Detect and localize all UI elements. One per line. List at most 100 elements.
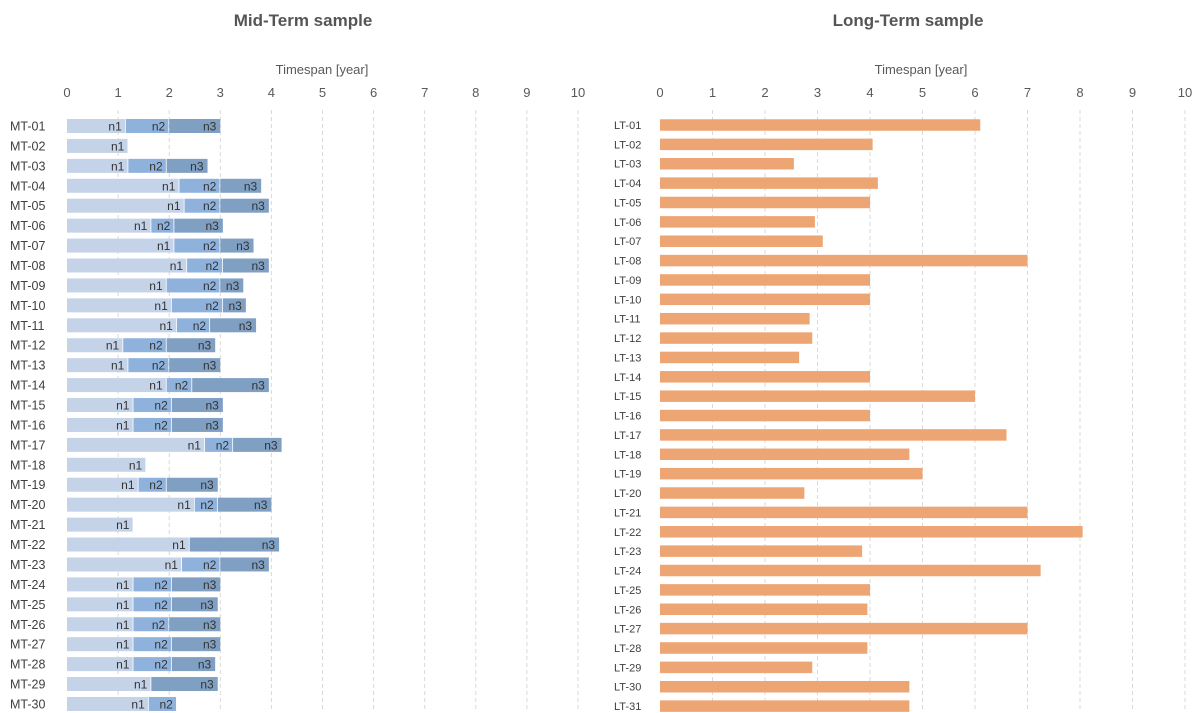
mt-segment-label-n1: n1 [121, 478, 135, 492]
mt-bar-n1 [67, 358, 128, 373]
mt-segment-label-n1: n1 [108, 120, 122, 134]
mt-segment-label-n2: n2 [149, 339, 163, 353]
mid-term-chart: Mid-Term sample Timespan [year] 0 1 2 3 4 5 6 7… [10, 11, 585, 712]
mt-bar-n3 [169, 617, 221, 632]
mt-segment-label-n2: n2 [205, 259, 219, 273]
mt-x-tick-label: 8 [472, 85, 479, 100]
mt-category-label: MT-14 [10, 379, 45, 393]
mt-bar-n3 [171, 597, 218, 612]
mt-bar-n1 [67, 597, 133, 612]
mt-segment-label-n3: n3 [200, 598, 214, 612]
mt-bar-n2 [184, 198, 220, 213]
mt-x-tick-label: 7 [421, 85, 428, 100]
mt-bar-n2 [133, 597, 171, 612]
mt-bar-n3 [169, 358, 221, 373]
mt-bar-n1 [67, 577, 133, 592]
mt-category-label: MT-26 [10, 618, 45, 632]
lt-category-label: LT-13 [614, 352, 641, 364]
mt-category-label: MT-06 [10, 219, 45, 233]
mt-segment-label-n1: n1 [134, 678, 148, 692]
lt-category-label: LT-03 [614, 159, 641, 171]
mt-bar-n1 [67, 119, 125, 133]
mt-bar-n3 [169, 119, 221, 133]
lt-bar [660, 487, 805, 499]
lt-category-label: LT-08 [614, 256, 641, 268]
mt-segment-label-n3: n3 [203, 359, 217, 373]
mt-bar-n1 [67, 696, 148, 711]
mt-bar-n3 [171, 657, 216, 672]
lt-category-label: LT-17 [614, 430, 641, 442]
mt-bar-n1 [67, 437, 205, 452]
mt-segment-label-n1: n1 [111, 159, 125, 173]
mt-bar-n1 [67, 617, 133, 632]
mt-category-label: MT-28 [10, 658, 45, 672]
mt-segment-label-n3: n3 [251, 199, 265, 213]
mt-segment-label-n1: n1 [116, 578, 130, 592]
mt-bar-n1 [67, 338, 123, 353]
mt-bar-n1 [67, 178, 179, 193]
long-term-chart: Long-Term sample Timespan [year] 0 1 2 3 4 5 6… [614, 11, 1192, 713]
lt-category-label: LT-15 [614, 391, 641, 403]
mt-bar-n1 [67, 198, 184, 213]
mt-segment-label-n2: n2 [154, 578, 168, 592]
lt-bar [660, 680, 910, 693]
mt-category-label: MT-21 [10, 518, 45, 532]
mt-segment-label-n3: n3 [198, 658, 212, 672]
lt-bar [660, 235, 823, 247]
mt-bar-n2 [194, 497, 217, 512]
lt-x-tick-label: 6 [971, 85, 978, 100]
mt-bar-n1 [67, 258, 187, 273]
lt-bar [660, 371, 870, 383]
lt-bar [660, 526, 1083, 538]
mt-bar-n2 [174, 238, 220, 253]
mt-bar-n3 [217, 497, 272, 512]
lt-x-tick-label: 5 [919, 85, 926, 100]
mt-bar-n2 [204, 437, 233, 452]
mt-category-label: MT-04 [10, 179, 45, 193]
mt-x-tick-label: 6 [370, 85, 377, 100]
mt-category-label: MT-25 [10, 598, 45, 612]
lt-category-label: LT-24 [614, 566, 641, 578]
mt-segment-label-n2: n2 [154, 418, 168, 432]
lt-x-tick-label: 9 [1129, 85, 1136, 100]
mt-bar-n2 [166, 278, 220, 293]
mt-bar-n1 [67, 637, 133, 652]
mt-segment-label-n3: n3 [205, 418, 219, 432]
mt-segment-label-n2: n2 [152, 359, 166, 373]
mt-segment-label-n2: n2 [203, 199, 217, 213]
mt-bar-n2 [128, 158, 166, 173]
mt-category-label: MT-03 [10, 159, 45, 173]
lt-bar [660, 390, 975, 402]
mt-bar-n1 [67, 398, 133, 413]
mt-bar-n3 [171, 577, 221, 592]
mt-category-label: MT-12 [10, 339, 45, 353]
lt-category-label: LT-18 [614, 449, 641, 461]
mt-segment-label-n1: n1 [106, 339, 120, 353]
mt-segment-label-n3: n3 [205, 399, 219, 413]
mt-segment-label-n3: n3 [239, 319, 253, 333]
mt-bar-n2 [128, 358, 169, 373]
mt-bar-n3 [220, 557, 269, 572]
mt-segment-label-n1: n1 [111, 359, 125, 373]
mt-bar-n3 [233, 437, 282, 452]
lt-bar [660, 545, 863, 557]
mt-bar-n3 [171, 637, 221, 652]
lt-category-label: LT-27 [614, 624, 641, 636]
mt-bar-n2 [133, 417, 171, 432]
mt-bar-n2 [133, 617, 169, 632]
mt-segment-label-n3: n3 [264, 438, 278, 452]
mt-segment-label-n2: n2 [160, 697, 174, 711]
lt-bar [660, 564, 1041, 577]
lt-bar [660, 254, 1028, 267]
mt-segment-label-n3: n3 [244, 179, 258, 193]
mt-bar-n3 [220, 238, 254, 253]
mt-segment-label-n3: n3 [203, 120, 217, 134]
mt-bar-n2 [133, 657, 171, 672]
lt-category-label: LT-28 [614, 643, 641, 655]
mt-category-label: MT-07 [10, 239, 45, 253]
lt-bar [660, 138, 873, 151]
lt-category-label: LT-31 [614, 701, 641, 713]
lt-category-label: LT-07 [614, 236, 641, 248]
mt-segment-label-n2: n2 [203, 239, 217, 253]
